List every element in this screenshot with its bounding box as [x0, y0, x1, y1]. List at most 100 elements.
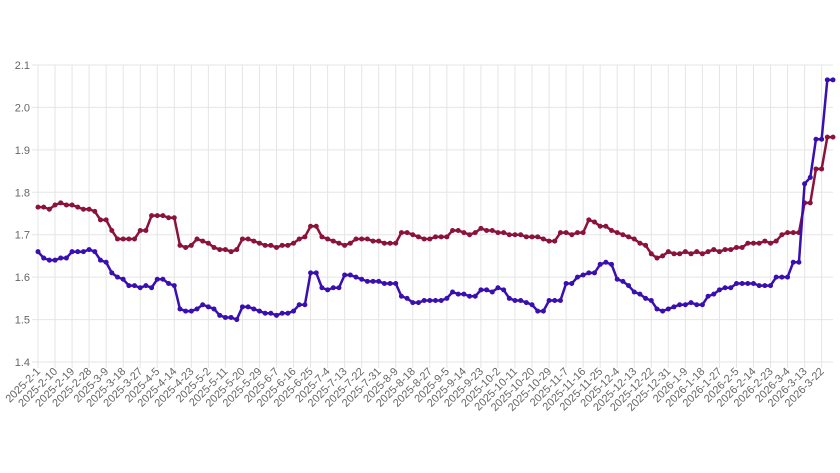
data-point — [785, 274, 791, 280]
data-point — [342, 242, 348, 248]
data-point — [126, 283, 132, 289]
data-point — [461, 230, 467, 236]
data-point — [353, 274, 359, 280]
data-point — [620, 232, 626, 238]
data-point — [699, 302, 705, 308]
data-point — [211, 244, 217, 250]
data-point — [239, 236, 245, 242]
data-point — [682, 302, 688, 308]
data-point — [404, 295, 410, 301]
data-point — [262, 242, 268, 248]
data-point — [171, 283, 177, 289]
data-point — [183, 308, 189, 314]
data-point — [756, 283, 762, 289]
data-point — [529, 234, 535, 240]
y-tick-label: 2.0 — [15, 102, 30, 114]
data-point — [472, 230, 478, 236]
data-point — [200, 302, 206, 308]
data-point — [132, 236, 138, 242]
data-point — [410, 300, 416, 306]
data-point — [484, 227, 490, 233]
data-point — [364, 278, 370, 284]
data-point — [308, 270, 314, 276]
data-point — [569, 281, 575, 287]
data-point — [359, 276, 365, 282]
data-point — [410, 232, 416, 238]
data-point — [171, 215, 177, 221]
data-point — [546, 238, 552, 244]
data-point — [506, 295, 512, 301]
data-point — [450, 289, 456, 295]
data-point — [120, 236, 126, 242]
data-point — [523, 300, 529, 306]
data-point — [63, 255, 69, 261]
data-point — [631, 289, 637, 295]
data-point — [103, 259, 109, 265]
data-point — [705, 293, 711, 299]
data-point — [291, 240, 297, 246]
data-point — [557, 230, 563, 236]
data-point — [467, 232, 473, 238]
data-point — [308, 223, 314, 229]
data-point — [455, 291, 461, 297]
data-point — [711, 247, 717, 253]
data-point — [63, 202, 69, 208]
data-point — [69, 202, 75, 208]
data-point — [262, 310, 268, 316]
data-point — [415, 300, 421, 306]
data-point — [518, 232, 524, 238]
data-point — [438, 234, 444, 240]
data-point — [381, 240, 387, 246]
data-point — [302, 234, 308, 240]
data-point — [677, 251, 683, 257]
data-point — [802, 181, 808, 187]
data-point — [603, 223, 609, 229]
data-point — [762, 238, 768, 244]
y-tick-label: 1.4 — [15, 357, 30, 369]
data-point — [183, 244, 189, 250]
data-point — [120, 276, 126, 282]
data-point — [398, 293, 404, 299]
data-point — [274, 244, 279, 250]
data-point — [97, 257, 103, 263]
data-point — [597, 223, 603, 229]
data-point — [115, 236, 120, 242]
data-point — [245, 236, 251, 242]
data-point — [222, 247, 228, 253]
data-point — [540, 236, 546, 242]
data-point — [745, 240, 751, 246]
data-point — [347, 272, 353, 278]
data-point — [682, 249, 688, 255]
data-point — [222, 314, 228, 320]
data-point — [234, 317, 240, 323]
data-point — [597, 261, 603, 267]
data-point — [126, 236, 132, 242]
data-point — [330, 238, 336, 244]
data-point — [546, 297, 552, 303]
data-point — [637, 240, 643, 246]
data-point — [188, 308, 194, 314]
data-point — [177, 306, 183, 312]
data-point — [205, 304, 211, 310]
data-point — [166, 281, 172, 287]
data-point — [217, 312, 223, 318]
data-point — [535, 234, 541, 240]
data-point — [35, 249, 41, 255]
data-point — [268, 310, 274, 316]
data-point — [773, 238, 779, 244]
data-point — [796, 259, 802, 265]
data-point — [557, 297, 563, 303]
data-point — [75, 204, 81, 210]
data-point — [109, 227, 115, 233]
data-point — [80, 249, 86, 255]
data-point — [733, 244, 739, 250]
data-point — [239, 304, 245, 310]
data-point — [279, 310, 285, 316]
data-point — [92, 208, 98, 214]
data-point — [739, 281, 745, 287]
data-point — [694, 302, 700, 308]
data-point — [75, 249, 81, 255]
data-point — [716, 249, 722, 255]
data-point — [228, 314, 234, 320]
data-point — [688, 251, 694, 257]
